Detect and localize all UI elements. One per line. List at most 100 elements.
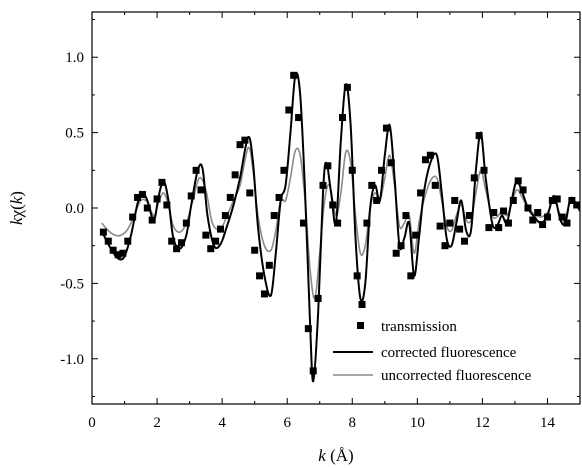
y-tick-label: 0.0 bbox=[65, 201, 84, 217]
transmission-marker bbox=[548, 196, 556, 204]
transmission-marker bbox=[553, 195, 561, 203]
transmission-marker bbox=[251, 246, 259, 254]
transmission-marker bbox=[124, 237, 132, 245]
transmission-marker bbox=[568, 196, 576, 204]
transmission-marker bbox=[246, 189, 254, 197]
transmission-marker bbox=[417, 189, 425, 197]
x-tick-label: 14 bbox=[540, 415, 556, 431]
transmission-marker bbox=[563, 219, 571, 227]
transmission-marker bbox=[529, 216, 537, 224]
transmission-marker bbox=[524, 204, 532, 212]
y-tick-label: -0.5 bbox=[60, 276, 84, 292]
transmission-marker bbox=[475, 132, 483, 140]
transmission-marker bbox=[490, 209, 498, 217]
x-tick-label: 4 bbox=[218, 415, 226, 431]
transmission-marker bbox=[217, 225, 225, 233]
transmission-marker bbox=[295, 114, 303, 122]
transmission-marker bbox=[504, 219, 512, 227]
axis-tick-labels: 0 2 4 6 8 10 12 14 -1.0 -0.5 0.0 0.5 1.0 bbox=[60, 50, 555, 431]
transmission-marker bbox=[363, 219, 371, 227]
x-axis-title: k (Å) bbox=[318, 446, 353, 465]
transmission-marker bbox=[187, 192, 195, 200]
transmission-marker bbox=[202, 231, 210, 239]
x-tick-label: 2 bbox=[153, 415, 161, 431]
transmission-marker bbox=[256, 272, 264, 280]
y-axis-title-k2: k bbox=[7, 196, 26, 204]
transmission-marker bbox=[431, 181, 439, 189]
transmission-marker bbox=[397, 242, 405, 250]
transmission-marker bbox=[260, 290, 268, 298]
transmission-marker bbox=[197, 186, 205, 194]
y-tick-label: 0.5 bbox=[65, 126, 84, 142]
y-axis-title-chi: χ( bbox=[7, 204, 26, 219]
x-tick-label: 0 bbox=[88, 415, 96, 431]
transmission-marker bbox=[182, 219, 190, 227]
transmission-marker bbox=[324, 162, 332, 170]
transmission-marker bbox=[104, 237, 112, 245]
transmission-marker bbox=[509, 196, 517, 204]
y-tick-label: 1.0 bbox=[65, 50, 84, 66]
transmission-marker bbox=[426, 151, 434, 159]
transmission-marker bbox=[177, 239, 185, 247]
transmission-marker bbox=[138, 190, 146, 198]
legend-label-uncorrected: uncorrected fluorescence bbox=[381, 368, 532, 384]
transmission-marker bbox=[192, 166, 200, 174]
transmission-marker bbox=[485, 224, 493, 232]
transmission-marker bbox=[378, 166, 386, 174]
transmission-marker bbox=[441, 242, 449, 250]
transmission-marker bbox=[358, 300, 366, 308]
x-tick-label: 6 bbox=[283, 415, 291, 431]
transmission-marker bbox=[241, 136, 249, 144]
legend-label-transmission: transmission bbox=[381, 319, 457, 335]
y-axis-title: kχ(k) bbox=[7, 191, 26, 225]
transmission-marker bbox=[309, 367, 317, 375]
transmission-marker bbox=[339, 114, 347, 122]
transmission-marker bbox=[280, 166, 288, 174]
transmission-marker bbox=[368, 181, 376, 189]
transmission-marker bbox=[412, 231, 420, 239]
transmission-marker bbox=[134, 193, 142, 201]
transmission-marker bbox=[168, 237, 176, 245]
transmission-marker bbox=[270, 212, 278, 220]
transmission-marker bbox=[353, 272, 361, 280]
legend-marker-transmission bbox=[357, 322, 364, 329]
transmission-marker bbox=[290, 71, 298, 79]
legend: transmission corrected fluorescence unco… bbox=[333, 319, 532, 384]
transmission-marker bbox=[319, 181, 327, 189]
transmission-marker bbox=[451, 196, 459, 204]
series-layer bbox=[99, 71, 580, 383]
transmission-marker bbox=[99, 228, 107, 236]
transmission-marker bbox=[314, 294, 322, 302]
transmission-marker bbox=[265, 261, 273, 269]
transmission-marker bbox=[236, 141, 244, 149]
x-tick-label: 12 bbox=[475, 415, 490, 431]
transmission-marker bbox=[456, 225, 464, 233]
transmission-marker bbox=[221, 212, 229, 220]
transmission-marker bbox=[153, 195, 161, 203]
transmission-marker bbox=[534, 209, 542, 217]
transmission-marker bbox=[343, 83, 351, 91]
transmission-marker bbox=[446, 219, 454, 227]
transmission-marker bbox=[285, 106, 293, 114]
transmission-marker bbox=[226, 193, 234, 201]
y-axis-title-close: ) bbox=[7, 191, 26, 197]
axis-ticks bbox=[91, 12, 580, 404]
transmission-marker bbox=[212, 237, 220, 245]
transmission-marker bbox=[500, 207, 508, 215]
transmission-marker bbox=[558, 213, 566, 221]
x-axis-title-var: k bbox=[318, 446, 326, 465]
legend-label-corrected: corrected fluorescence bbox=[381, 345, 517, 361]
transmission-marker bbox=[119, 249, 127, 257]
y-axis-title-k1: k bbox=[7, 217, 26, 225]
transmission-marker bbox=[348, 166, 356, 174]
transmission-marker bbox=[163, 201, 171, 209]
transmission-marker bbox=[543, 213, 551, 221]
x-tick-label: 10 bbox=[410, 415, 425, 431]
transmission-marker bbox=[148, 216, 156, 224]
transmission-marker bbox=[334, 219, 342, 227]
transmission-marker bbox=[275, 193, 283, 201]
transmission-marker bbox=[329, 201, 337, 209]
transmission-marker bbox=[143, 204, 151, 212]
transmission-marker bbox=[436, 222, 444, 230]
